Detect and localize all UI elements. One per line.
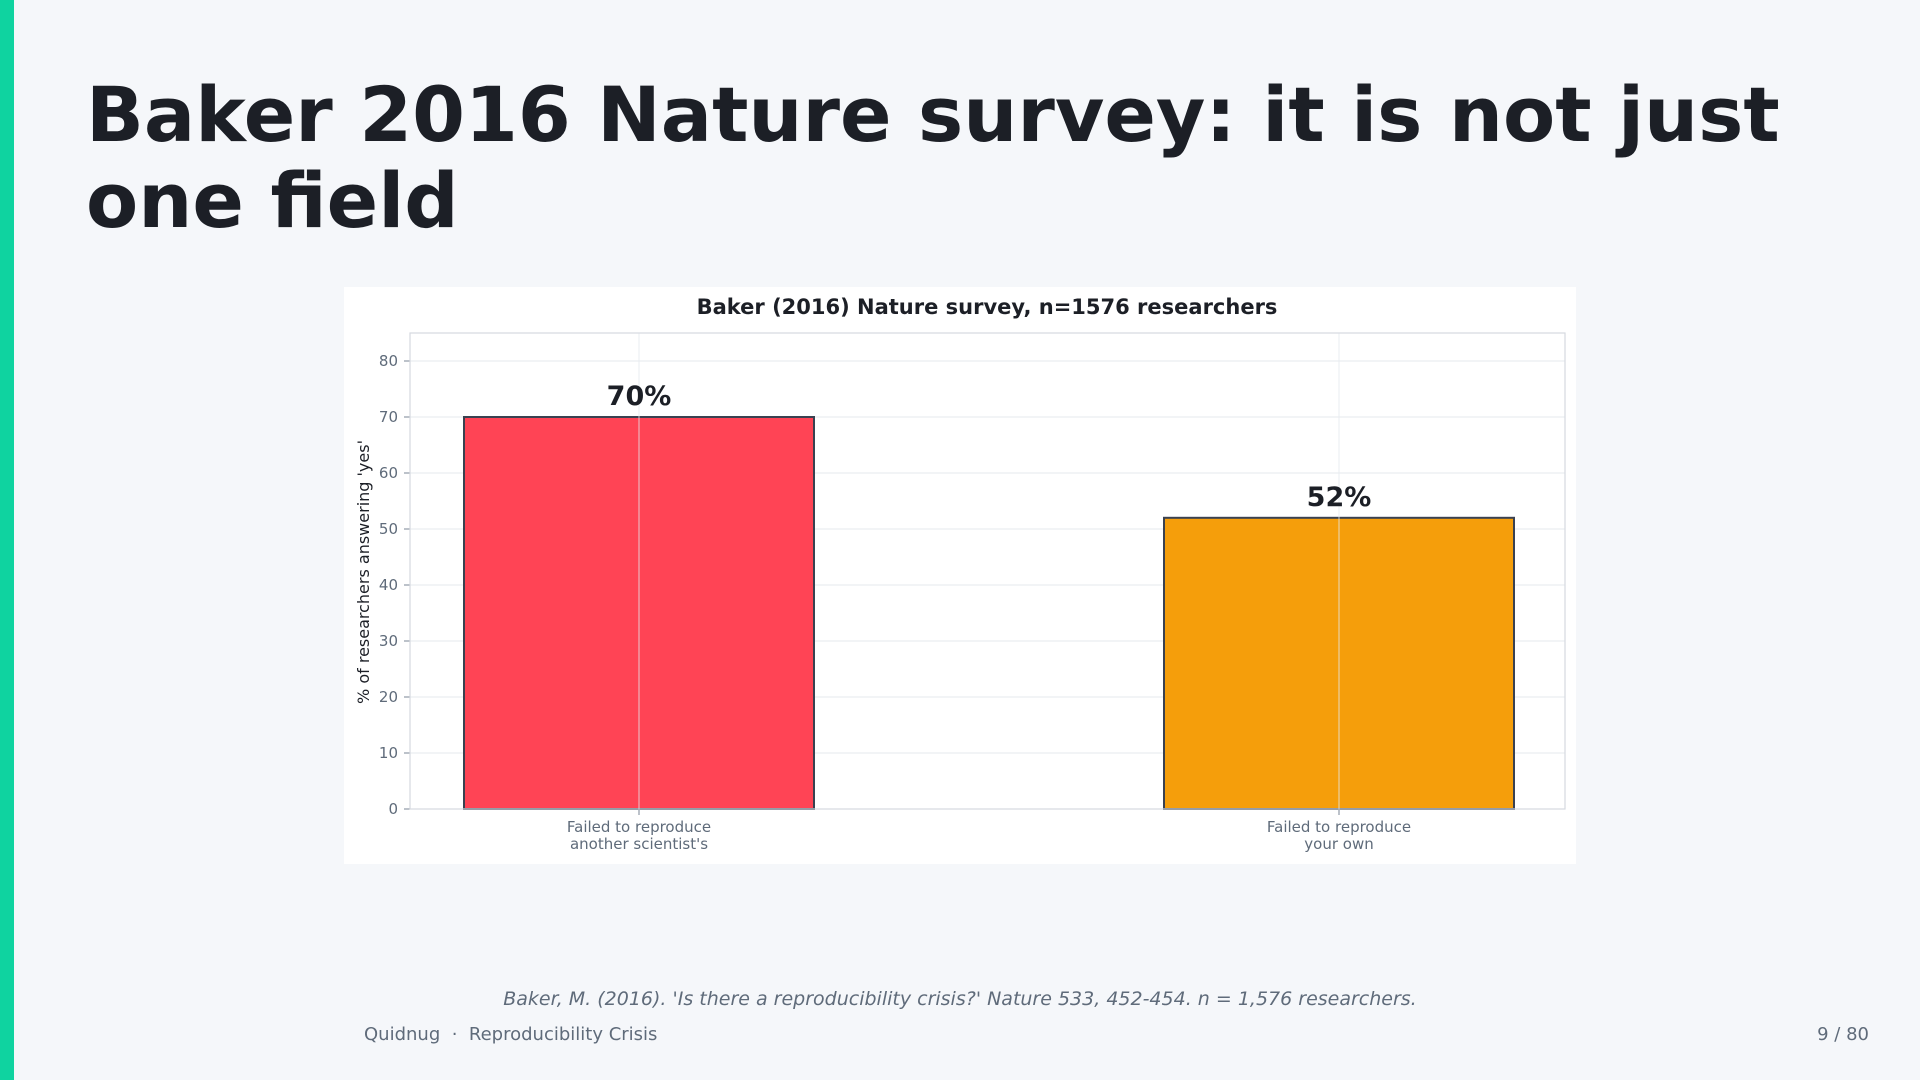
y-tick-label: 80 <box>379 352 398 370</box>
y-tick-label: 10 <box>379 744 398 762</box>
y-tick-label: 0 <box>388 800 398 818</box>
footer-brand: Quidnug <box>364 1024 441 1045</box>
footer-separator: · <box>451 1024 458 1045</box>
y-tick-label: 30 <box>379 632 398 650</box>
slide-title: Baker 2016 Nature survey: it is not just… <box>86 70 1780 245</box>
y-tick-label: 40 <box>379 576 398 594</box>
x-tick-label: Failed to reproduce <box>1267 818 1411 836</box>
plot-frame <box>409 332 1566 810</box>
chart-panel: Baker (2016) Nature survey, n=1576 resea… <box>344 287 1576 864</box>
bar-chart: Baker (2016) Nature survey, n=1576 resea… <box>354 295 1566 853</box>
bar-value-label: 52% <box>1307 482 1372 513</box>
y-tick-label: 60 <box>379 464 398 482</box>
vertical-grid-layer <box>638 333 1340 809</box>
citation: Baker, M. (2016). 'Is there a reproducib… <box>503 988 1417 1010</box>
footer-left: Quidnug · Reproducibility Crisis <box>364 1024 657 1045</box>
y-axis-label: % of researchers answering 'yes' <box>354 440 373 704</box>
accent-bar <box>0 0 14 1080</box>
y-tick-label: 70 <box>379 408 398 426</box>
y-tick-label: 50 <box>379 520 398 538</box>
bar-value-label: 70% <box>607 381 672 412</box>
footer-deck-title: Reproducibility Crisis <box>468 1024 658 1045</box>
x-tick-label: another scientist's <box>570 835 708 853</box>
page-number: 9 / 80 <box>1817 1024 1869 1045</box>
x-tick-label: Failed to reproduce <box>567 818 711 836</box>
x-tick-label: your own <box>1304 835 1373 853</box>
y-tick-label: 20 <box>379 688 398 706</box>
bars-layer <box>463 416 1515 811</box>
axis-layer <box>404 332 1566 815</box>
chart-title: Baker (2016) Nature survey, n=1576 resea… <box>697 295 1278 319</box>
